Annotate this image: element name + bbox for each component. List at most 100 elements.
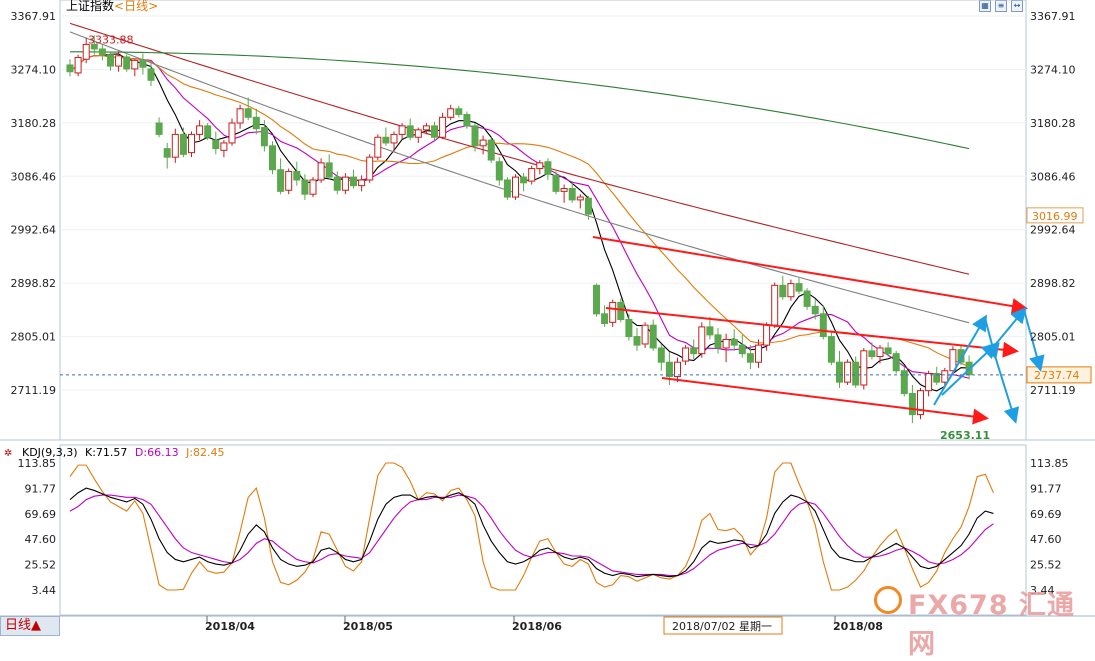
candle-up [722,338,730,349]
candle-down [593,284,600,315]
candle-down [107,54,114,67]
projection-arrow [933,314,988,406]
candle-down [714,334,722,349]
candle-down [212,139,220,150]
kdj-tick-label-right: 69.69 [1030,508,1062,521]
candle-up [74,57,82,74]
list-icon: ≡ [997,1,1005,10]
watermark-logo-icon [874,586,902,614]
candle-down [155,122,163,135]
kdj-tick-label-right: 113.85 [1030,457,1069,470]
period-select-label: 日线▲ [5,618,41,633]
y-tick-label-left: 2898.82 [11,277,57,290]
candle-down [617,301,625,320]
candle-down [325,162,333,178]
grid-icon: ▦ [981,1,989,10]
ma60-line [69,31,970,324]
candle-down [625,318,633,338]
candle-down [738,344,746,355]
y-tick-label-right: 3086.46 [1030,170,1076,183]
candle-down [163,148,171,158]
candle-down [244,108,252,118]
candle-down [657,347,665,363]
candle-down [277,169,285,192]
candle-up [439,116,447,138]
y-tick-label-right: 2805.01 [1030,331,1076,344]
candle-down [123,56,131,70]
candle-up [309,179,317,195]
y-tick-label-right: 2992.64 [1030,224,1076,237]
candle-down [933,373,941,383]
ma20-line [69,54,970,368]
kdj-tick-label-left: 91.77 [25,482,57,495]
candle-down [584,197,592,215]
candle-up [341,176,349,191]
kdj-lines [69,462,994,591]
x-tick-label: 2018/06 [512,620,562,633]
kdj-header: KDJ(9,3,3) K:71.57 D:66.13 J:82.45 [22,446,225,459]
candle-up [188,133,195,154]
candle-down [98,48,106,56]
y-tick-label-left: 3274.10 [11,63,57,76]
projection-arrow [941,342,998,396]
moving-averages [69,22,970,392]
candle-down [665,361,673,377]
candle-up [512,176,519,198]
candle-up [925,373,933,392]
candle-down [382,136,390,144]
y-tick-label-right: 3274.10 [1030,63,1076,76]
axis-labels: 3367.91 3367.91 3274.10 3274.10 3180.28 3180.… [11,10,1076,635]
candle-up [949,349,957,372]
y-tick-label-right: 2898.82 [1030,277,1076,290]
candle-down [139,59,147,68]
kdj-d-line [69,494,994,577]
candle-up [763,324,771,346]
y-tick-label-right: 2711.19 [1030,384,1076,397]
settings-icon[interactable]: ✲ [4,448,12,459]
candle-down [601,313,609,324]
last-price-label: 2737.74 [1034,369,1080,382]
candle-up [755,344,762,363]
candle-up [844,361,852,383]
kdj-tick-label-left: 47.60 [25,533,57,546]
candle-down [852,361,860,386]
candle-down [455,108,463,115]
candle-up [285,170,293,191]
candle-down [690,347,698,355]
candle-down [269,145,276,171]
kdj-k-line [69,487,994,578]
candle-down [350,176,357,187]
kdj-j-line [69,462,994,591]
y-tick-label-left: 2805.01 [11,331,57,344]
candle-down [908,393,916,416]
projection-arrow [1023,309,1045,372]
cursor-date-label: 2018/07/02 星期一 [672,620,772,633]
candle-up [447,108,455,118]
x-tick-label: 2018/04 [205,620,255,633]
trend-channel-arrow [605,307,1019,358]
candle-up [479,139,487,147]
candle-up [131,59,139,70]
candle-up [366,156,374,181]
ma10-line [69,54,970,379]
y-tick-label-left: 3180.28 [11,117,57,130]
kdj-tick-label-left: 3.44 [32,584,57,597]
candle-up [560,188,568,192]
period-select-button[interactable]: 日线▲ [0,616,60,636]
candle-down [779,284,787,298]
candle-down [487,139,495,161]
watermark-text: FX678 汇通网 [908,590,1076,660]
projection-arrow [994,355,1020,424]
candle-up [682,347,690,362]
candle-down [463,113,471,127]
candle-up [528,168,536,182]
y-tick-label-left: 3367.91 [11,10,57,23]
kdj-tick-label-right: 3.44 [1030,584,1055,597]
candle-down [746,353,754,363]
candle-down [252,116,260,130]
candle-up [674,361,681,377]
candle-down [552,174,560,192]
candle-up [82,43,90,60]
candle-down [892,353,900,372]
